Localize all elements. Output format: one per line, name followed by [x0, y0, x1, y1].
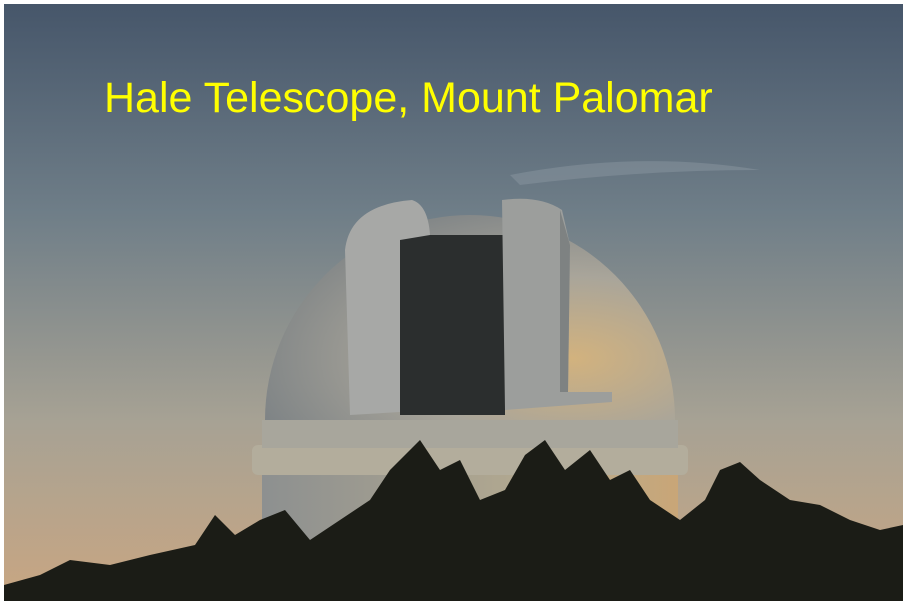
dome-ring: [252, 445, 688, 475]
dome-band: [262, 420, 678, 448]
slide: Hale Telescope, Mount Palomar: [0, 0, 907, 605]
slide-title: Hale Telescope, Mount Palomar: [104, 74, 713, 122]
shutter-opening: [400, 235, 505, 415]
page: Hale Telescope, Mount Palomar (() => { c…: [0, 0, 907, 605]
